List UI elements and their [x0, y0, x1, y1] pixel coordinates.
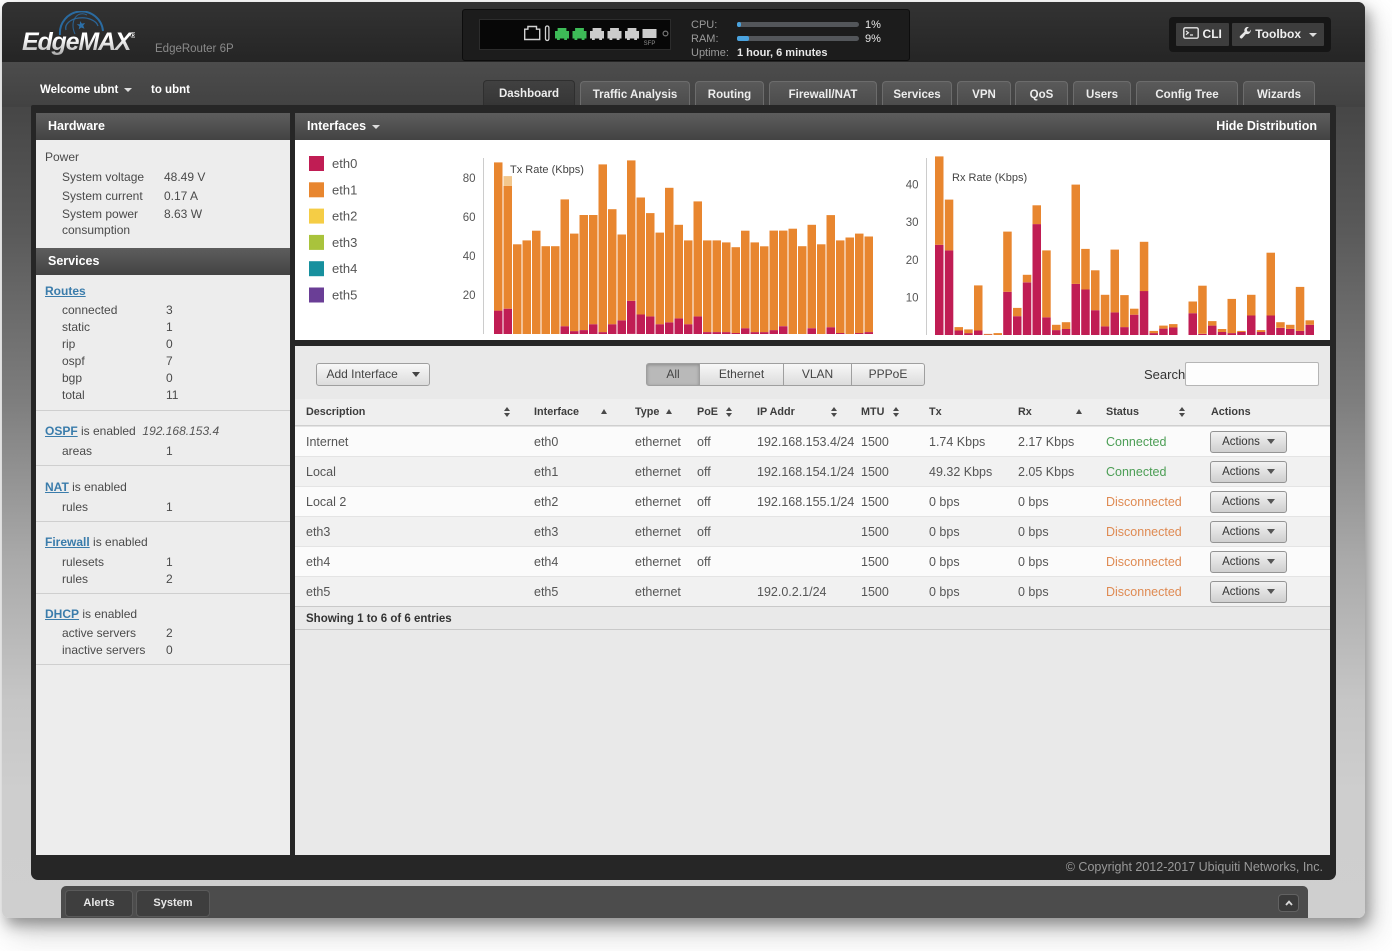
svg-text:40: 40	[463, 251, 476, 263]
svg-text:80: 80	[463, 173, 476, 185]
svg-text:eth4: eth4	[332, 261, 357, 276]
svg-text:60: 60	[463, 212, 476, 224]
svg-text:eth5: eth5	[332, 288, 357, 303]
svg-text:30: 30	[906, 217, 919, 229]
svg-text:Tx Rate (Kbps): Tx Rate (Kbps)	[510, 164, 584, 176]
svg-text:20: 20	[463, 290, 476, 302]
svg-text:eth1: eth1	[332, 182, 357, 197]
svg-text:20: 20	[906, 255, 919, 267]
svg-text:10: 10	[906, 292, 919, 304]
svg-text:40: 40	[906, 180, 919, 192]
svg-text:SFP: SFP	[644, 41, 656, 47]
svg-text:eth2: eth2	[332, 209, 357, 224]
svg-text:Rx Rate (Kbps): Rx Rate (Kbps)	[952, 172, 1027, 184]
svg-text:eth3: eth3	[332, 235, 357, 250]
svg-text:eth0: eth0	[332, 156, 357, 171]
